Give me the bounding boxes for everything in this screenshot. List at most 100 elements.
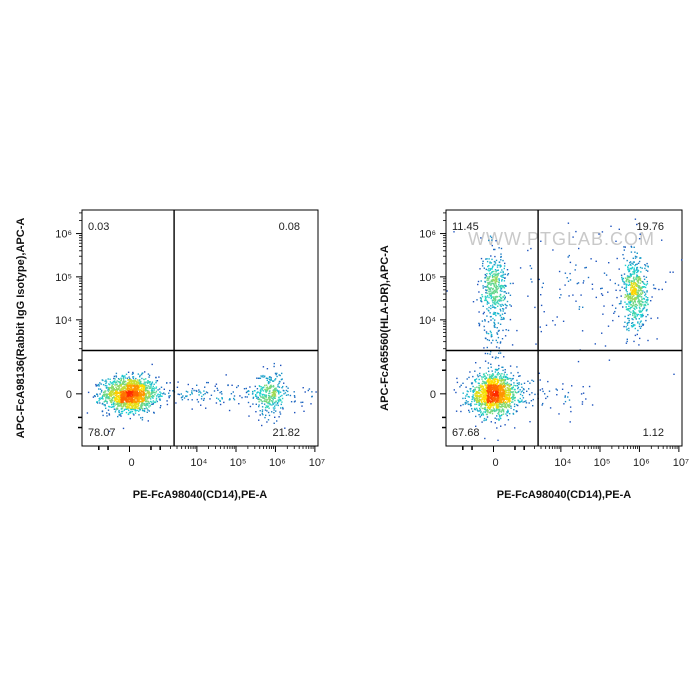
event-dot [521,386,523,388]
event-dot [456,377,458,380]
event-dot [474,370,476,372]
event-dot [501,386,503,388]
event-dot [491,409,493,411]
event-dot [472,301,475,303]
event-dot [493,321,495,324]
event-dot [135,392,137,394]
event-dot [625,286,628,289]
event-dot [108,383,110,385]
event-dot [495,303,497,306]
event-dot [131,395,133,397]
event-dot [639,292,642,294]
event-dot [481,395,483,397]
event-dot [148,401,150,403]
event-dot [477,410,479,412]
event-dot [485,387,488,390]
event-dot [500,399,502,401]
event-dot [630,288,632,290]
event-dot [249,405,252,408]
event-dot [106,402,108,404]
event-dot [493,311,495,314]
event-dot [262,393,264,396]
event-dot [609,279,611,281]
event-dot [150,400,152,403]
event-dot [498,402,501,405]
event-dot [642,308,644,310]
event-dot [489,276,491,278]
event-dot [495,284,497,287]
event-dot [656,338,658,340]
event-dot [110,390,112,393]
event-dot [653,287,655,290]
event-dot [273,365,275,368]
event-dot [500,410,502,413]
event-dot [496,276,499,278]
event-dot [633,267,635,269]
event-dot [133,408,135,411]
event-dot [502,400,505,403]
quadrant-lower-right: 1.12 [643,427,664,439]
event-dot [506,305,508,307]
event-dot [639,287,641,289]
event-dot [504,393,507,396]
event-dot [488,272,491,275]
event-dot [273,394,275,396]
event-dot [193,389,195,392]
event-dot [139,388,142,391]
event-dot [531,392,533,394]
event-dot [453,389,455,391]
event-dot [102,379,104,382]
event-dot [269,390,271,392]
event-dot [498,285,500,287]
event-dot [628,329,630,332]
event-dot [640,310,642,313]
event-dot [121,394,123,396]
event-dot [155,399,158,401]
event-dot [125,385,127,388]
event-dot [512,282,514,285]
event-dot [632,324,634,326]
event-dot [502,259,504,262]
event-dot [112,403,115,405]
event-dot [143,403,146,405]
event-dot [635,263,637,266]
event-dot [503,285,505,287]
event-dot [625,306,627,308]
event-dot [149,395,151,397]
event-dot [140,385,143,387]
event-dot [157,394,159,396]
event-dot [641,287,643,289]
event-dot [505,329,507,331]
event-dot [149,396,151,398]
event-dot [191,392,193,394]
event-dot [120,398,122,400]
event-dot [140,390,143,392]
event-dot [492,379,494,381]
event-dot [485,385,488,387]
event-dot [497,287,500,289]
event-dot [496,341,499,344]
event-dot [128,413,130,415]
event-dot [494,410,496,413]
event-dot [133,399,135,402]
event-dot [480,393,482,396]
event-dot [496,388,499,391]
event-dot [484,389,487,391]
event-dot [284,392,287,394]
event-dot [241,396,243,399]
event-dot [487,384,489,386]
event-dot [271,400,273,402]
event-dot [501,269,503,271]
event-dot [485,382,487,384]
event-dot [198,394,200,396]
event-dot [494,290,496,293]
event-dot [164,393,166,395]
event-dot [626,277,629,279]
event-dot [143,397,145,400]
event-dot [269,398,271,400]
event-dot [263,376,265,378]
event-dot [529,382,531,384]
event-dot [501,285,504,287]
event-dot [471,396,473,398]
event-dot [498,352,500,354]
